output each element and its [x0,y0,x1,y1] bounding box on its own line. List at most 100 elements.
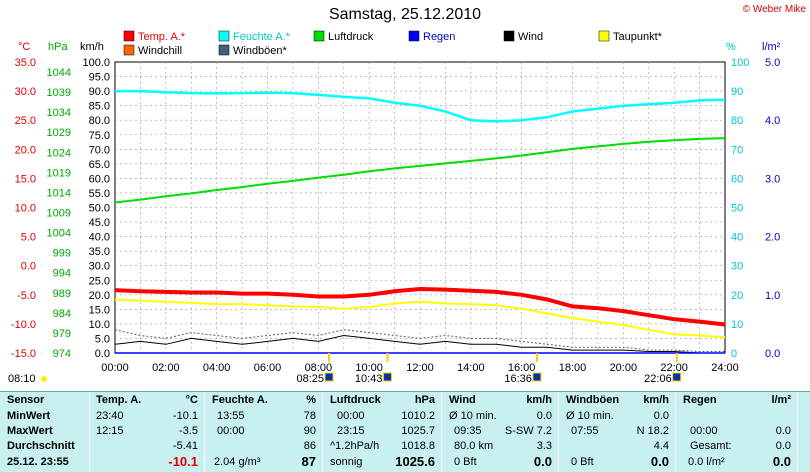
legend-swatch [313,30,325,42]
series-line-windben [114,329,725,352]
rain-tick-label: 5.0 [765,57,780,69]
x-tick-label: 10:00 [355,362,383,374]
wind-tick-label: 100.0 [82,57,110,69]
temp-max-time: 12:15 [96,425,124,437]
legend-label: Windchill [138,45,182,57]
wind-tick-label: 30.0 [89,261,110,273]
press-max-value: 1025.7 [401,425,435,437]
x-tick-label: 20:00 [610,362,638,374]
pressure-tick-label: 1004 [47,228,71,240]
legend-label: Feuchte A.* [233,31,291,43]
wind-tick-label: 25.0 [89,275,110,287]
hum-abs-value: 2.04 g/m³ [214,456,261,468]
wind-tick-label: 80.0 [89,115,110,127]
gust-current-value: 0.0 [650,454,669,469]
marker-sun-icon [41,376,47,382]
wind-tick-label: 5.0 [95,333,110,345]
marker-icon [532,372,542,382]
col-header-humidity: Feuchte A. [212,394,268,406]
pressure-tick-label: 1019 [47,167,71,179]
marker-time-label: 10:43 [355,373,383,385]
wind-tick-label: 95.0 [89,72,110,84]
wind-tick-label: 50.0 [89,203,110,215]
gust-max-time: 07:55 [571,425,599,437]
gust-min-label: Ø 10 min. [566,410,614,422]
press-current-value: 1025.6 [395,454,435,469]
humidity-tick-label: 0 [731,348,737,360]
col-header-rain: Regen [683,394,717,406]
copyright-label: © Weber Mike [742,4,806,15]
weather-chart: 35.0 30.0 25.0 20.0 15.0 10.0 5.0 0.0 -5.0 -10.0 -… [8,30,781,385]
marker-time-label: 08:10 [8,373,36,385]
col-header-temp: Temp. A. [96,394,142,406]
hum-min-time: 13:55 [217,410,245,422]
legend-label: Taupunkt* [613,31,663,43]
wind-min-label: Ø 10 min. [449,410,497,422]
humidity-tick-label: 70 [731,144,743,156]
rain-tick-label: 3.0 [765,173,780,185]
col-unit-humidity: % [306,394,316,406]
hum-max-time: 00:00 [217,425,245,437]
pressure-tick-label: 984 [53,308,71,320]
legend-swatch [123,44,135,56]
press-min-value: 1010.2 [401,410,435,422]
col-unit-gust: km/h [643,394,669,406]
temp-tick-label: 15.0 [15,173,36,185]
wind-bft: 0 Bft [454,456,477,468]
table-col-wind: Wind km/h Ø 10 min. 0.0 09:35 S-SW 7.2 8… [442,392,559,472]
humidity-tick-label: 40 [731,232,743,244]
pressure-tick-label: 1044 [47,67,71,79]
table-col-temp: Temp. A. °C 23:40 -10.1 12:15 -3.5 -5.41… [90,392,205,472]
temp-max-value: -3.5 [179,425,198,437]
wind-tick-label: 55.0 [89,188,110,200]
legend-swatch [598,30,610,42]
pressure-tick-label: 1009 [47,208,71,220]
temp-tick-label: 20.0 [15,144,36,156]
temp-tick-label: 35.0 [15,57,36,69]
wind-min-value: 0.0 [536,410,552,422]
table-col-rain: Regen l/m² 00:00 0.0 Gesamt: 0.0 0.0 l/m… [676,392,798,472]
col-unit-wind: km/h [526,394,552,406]
rain-total-value: 0.0 [775,440,791,452]
x-tick-label: 24:00 [711,362,739,374]
wind-tick-label: 70.0 [89,144,110,156]
x-tick-label: 02:00 [152,362,180,374]
pressure-tick-label: 1034 [47,107,71,119]
humidity-tick-label: 60 [731,173,743,185]
series-line-tempa [114,286,726,327]
wind-tick-label: 20.0 [89,290,110,302]
marker-time-label: 08:25 [296,373,324,385]
table-col-sensor: Sensor MinWert MaxWert Durchschnitt 25.1… [0,392,90,472]
gust-avg-value: 4.4 [653,440,669,452]
wind-avg-value: 3.3 [536,440,552,452]
wind-tick-label: 10.0 [89,319,110,331]
humidity-tick-label: 90 [731,86,743,98]
wind-distance: 80.0 km [454,440,494,452]
temp-tick-label: -10.0 [11,319,36,331]
legend-label: Temp. A.* [138,31,186,43]
pressure-tick-label: 994 [53,268,71,280]
rain-tick-label: 1.0 [765,290,780,302]
legend-swatch [123,30,135,42]
rain-current-value: 0.0 [772,454,791,469]
gust-bft: 0 Bft [571,456,594,468]
humidity-tick-label: 100 [731,57,749,69]
temp-tick-label: 30.0 [15,86,36,98]
pressure-tick-label: 1014 [47,187,71,199]
marker-icon [324,372,334,382]
wind-tick-label: 60.0 [89,173,110,185]
col-unit-pressure: hPa [414,394,435,406]
press-avg-value: 1018.8 [401,440,435,452]
wind-tick-label: 15.0 [89,304,110,316]
humidity-tick-label: 10 [731,319,743,331]
x-tick-label: 00:00 [101,362,129,374]
temp-tick-label: 5.0 [21,232,36,244]
x-tick-label: 14:00 [457,362,485,374]
rain-tick-label: 0.0 [765,348,780,360]
legend-label: Luftdruck [328,31,374,43]
pressure-tick-label: 1029 [47,127,71,139]
gust-max-value: N 18.2 [636,425,669,437]
humidity-tick-label: 50 [731,203,743,215]
wind-max-value: S-SW 7.2 [504,425,552,437]
temp-tick-label: -5.0 [17,290,36,302]
